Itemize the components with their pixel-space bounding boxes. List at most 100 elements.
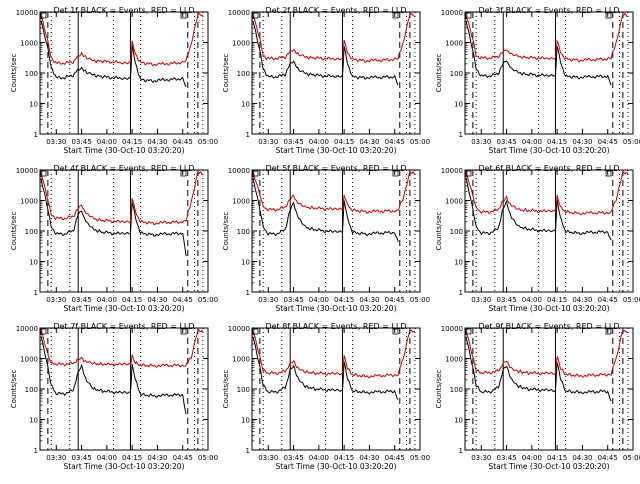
y-tick-label: 10 [454, 417, 463, 425]
y-axis-label: Counts/sec [10, 54, 18, 93]
y-tick-label: 100 [237, 70, 250, 78]
panel-2: 1 10 100 1000 10000 03:30 03:45 04:00 04:15 04:30… [222, 6, 430, 155]
y-tick-label: 10000 [228, 325, 250, 333]
x-tick-label: 04:30 [359, 138, 379, 146]
y-tick-label: 1000 [232, 198, 250, 206]
panel-5: 1 10 100 1000 10000 03:30 03:45 04:00 04:15 04:30… [222, 164, 430, 313]
x-tick-label: 03:30 [258, 454, 278, 462]
y-tick-label: 1 [246, 289, 250, 297]
x-tick-label: 05:00 [198, 296, 218, 304]
y-tick-label: 10000 [16, 325, 38, 333]
x-tick-label: 05:00 [623, 296, 640, 304]
y-tick-label: 100 [450, 70, 463, 78]
y-axis-label: Counts/sec [222, 370, 230, 409]
x-tick-label: 04:30 [359, 296, 379, 304]
y-tick-label: 1000 [232, 40, 250, 48]
y-tick-label: 10 [241, 417, 250, 425]
panel-3: 1 10 100 1000 10000 03:30 03:45 04:00 04:15 04:30… [435, 6, 640, 155]
panel-1: 1 10 100 1000 10000 03:30 03:45 04:00 04:15 04:30… [10, 6, 218, 155]
x-tick-label: 04:00 [309, 454, 329, 462]
y-tick-label: 1 [34, 289, 38, 297]
panel-6: 1 10 100 1000 10000 03:30 03:45 04:00 04:15 04:30… [435, 164, 640, 313]
saa-marker [252, 170, 259, 177]
x-tick-label: 03:30 [258, 138, 278, 146]
y-axis-label: Counts/sec [435, 54, 443, 93]
saa-marker [40, 170, 47, 177]
x-tick-label: 04:00 [97, 296, 117, 304]
y-axis-label: Counts/sec [435, 370, 443, 409]
x-tick-label: 04:00 [97, 138, 117, 146]
y-tick-label: 100 [25, 228, 38, 236]
x-tick-label: 03:30 [471, 454, 491, 462]
series-events-line [40, 178, 187, 257]
panel-title: Det 9f BLACK = Events, RED = LLD [478, 322, 619, 331]
panel-title: Det 1f BLACK = Events, RED = LLD [53, 6, 194, 15]
x-axis-label: Start Time (30-Oct-10 03:20:20) [63, 462, 184, 471]
x-tick-label: 05:00 [198, 138, 218, 146]
y-axis-label: Counts/sec [435, 212, 443, 251]
y-tick-label: 10000 [228, 9, 250, 17]
x-tick-label: 04:45 [598, 138, 618, 146]
y-tick-label: 1000 [20, 198, 38, 206]
plot-frame [251, 11, 421, 135]
saa-marker [40, 328, 47, 335]
series-lld-line [40, 329, 204, 368]
x-tick-label: 04:30 [572, 296, 592, 304]
x-tick-label: 03:45 [71, 138, 91, 146]
x-tick-label: 04:45 [598, 454, 618, 462]
x-tick-label: 04:30 [572, 454, 592, 462]
y-tick-label: 10 [241, 101, 250, 109]
x-axis-label: Start Time (30-Oct-10 03:20:20) [488, 146, 609, 155]
x-tick-label: 05:00 [410, 138, 430, 146]
series-lld-line [252, 329, 416, 379]
y-tick-label: 10 [241, 259, 250, 267]
x-tick-label: 04:30 [359, 454, 379, 462]
y-tick-label: 10 [454, 259, 463, 267]
x-tick-label: 03:45 [283, 296, 303, 304]
plot-frame [39, 169, 209, 293]
saa-marker [40, 12, 47, 19]
x-tick-label: 03:45 [496, 138, 516, 146]
saa-marker [180, 328, 187, 335]
x-tick-label: 04:15 [334, 296, 354, 304]
y-axis-label: Counts/sec [10, 370, 18, 409]
x-tick-label: 04:00 [522, 454, 542, 462]
panel-title: Det 3f BLACK = Events, RED = LLD [478, 6, 619, 15]
y-axis-label: Counts/sec [222, 212, 230, 251]
saa-marker [605, 12, 612, 19]
saa-marker [465, 12, 472, 19]
x-tick-label: 03:45 [283, 454, 303, 462]
series-lld-line [40, 12, 204, 67]
x-tick-label: 04:45 [385, 138, 405, 146]
x-tick-label: 04:15 [547, 296, 567, 304]
y-tick-label: 1000 [445, 40, 463, 48]
y-tick-label: 100 [237, 386, 250, 394]
saa-marker [465, 170, 472, 177]
panel-title: Det 8f BLACK = Events, RED = LLD [265, 322, 406, 331]
x-tick-label: 04:00 [97, 454, 117, 462]
panel-4: 1 10 100 1000 10000 03:30 03:45 04:00 04:15 04:30… [10, 164, 218, 313]
x-tick-label: 04:45 [385, 296, 405, 304]
y-tick-label: 1000 [20, 40, 38, 48]
series-events-line [252, 177, 399, 242]
panel-7: 1 10 100 1000 10000 03:30 03:45 04:00 04:15 04:30… [10, 322, 218, 471]
x-tick-label: 03:45 [496, 454, 516, 462]
x-tick-label: 04:15 [547, 454, 567, 462]
x-axis-label: Start Time (30-Oct-10 03:20:20) [275, 304, 396, 313]
x-tick-label: 03:30 [471, 138, 491, 146]
x-tick-label: 04:00 [309, 296, 329, 304]
y-tick-label: 1 [459, 447, 463, 455]
x-tick-label: 04:30 [572, 138, 592, 146]
x-axis-label: Start Time (30-Oct-10 03:20:20) [63, 304, 184, 313]
plot-frame [39, 327, 209, 451]
x-tick-label: 04:30 [147, 454, 167, 462]
panel-title: Det 7f BLACK = Events, RED = LLD [53, 322, 194, 331]
y-tick-label: 100 [237, 228, 250, 236]
y-tick-label: 10000 [16, 167, 38, 175]
saa-marker [392, 12, 399, 19]
x-tick-label: 03:45 [283, 138, 303, 146]
series-lld-line [40, 170, 204, 226]
saa-marker [180, 12, 187, 19]
saa-marker [392, 328, 399, 335]
y-tick-label: 10000 [16, 9, 38, 17]
